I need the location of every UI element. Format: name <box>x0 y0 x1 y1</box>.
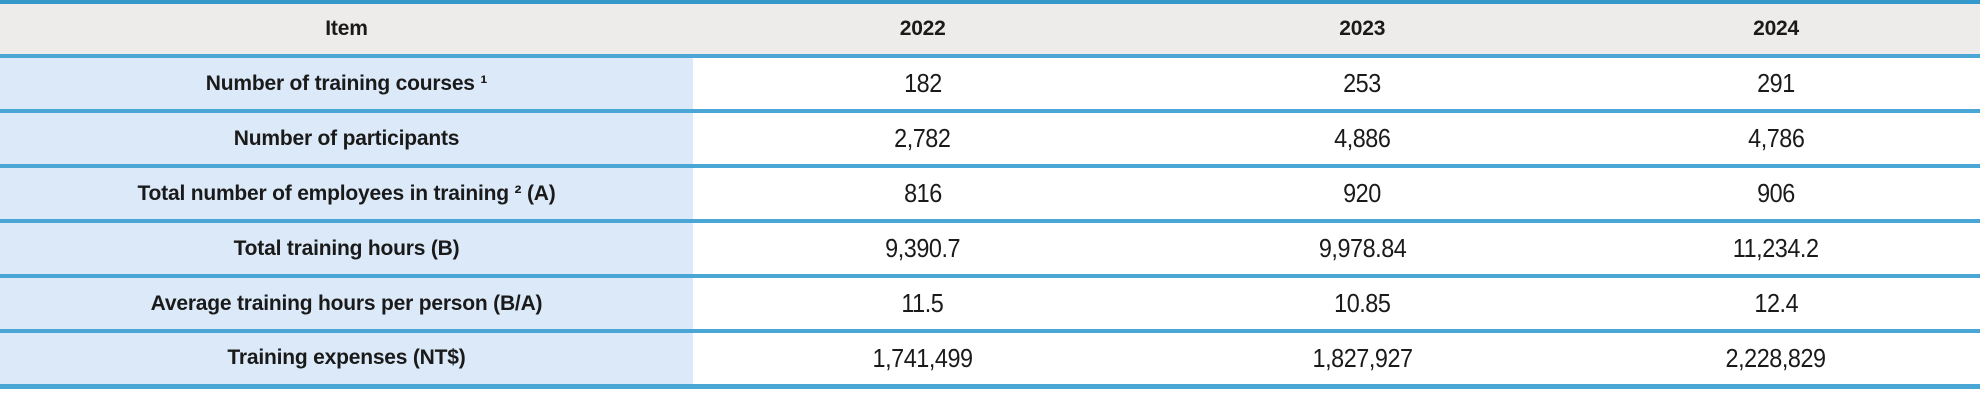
row-label: Number of participants <box>0 109 693 166</box>
cell-value: 12.4 <box>1754 288 1798 318</box>
table-row-training-expenses: Training expenses (NT$) 1,741,499 1,827,… <box>0 329 1980 386</box>
value-cell: 2,782 <box>693 109 1153 166</box>
cell-value: 1,827,927 <box>1312 342 1413 373</box>
cell-value: 11,234.2 <box>1733 233 1819 263</box>
cell-value: 4,886 <box>1334 123 1391 153</box>
value-cell: 4,886 <box>1152 109 1573 166</box>
column-header-2022: 2022 <box>693 0 1153 56</box>
value-cell: 9,390.7 <box>693 219 1153 276</box>
table-row-participants: Number of participants 2,782 4,886 4,786 <box>0 109 1980 166</box>
value-cell: 12.4 <box>1572 274 1980 331</box>
value-cell: 10.85 <box>1152 274 1573 331</box>
table-row-total-training-hours: Total training hours (B) 9,390.7 9,978.8… <box>0 219 1980 276</box>
row-label: Training expenses (NT$) <box>0 329 693 386</box>
value-cell: 182 <box>693 54 1153 111</box>
table-row-average-training-hours: Average training hours per person (B/A) … <box>0 274 1980 331</box>
value-cell: 253 <box>1152 54 1573 111</box>
value-cell: 1,741,499 <box>693 329 1153 386</box>
cell-value: 2,228,829 <box>1726 342 1827 373</box>
cell-value: 2,782 <box>894 123 952 153</box>
cell-value: 816 <box>903 178 942 208</box>
cell-value: 9,978.84 <box>1318 233 1406 263</box>
value-cell: 920 <box>1152 164 1573 221</box>
column-header-2023: 2023 <box>1152 0 1573 56</box>
header-row: Item 2022 2023 2024 <box>0 0 1980 56</box>
value-cell: 11,234.2 <box>1572 219 1980 276</box>
row-label: Total number of employees in training ² … <box>0 164 693 221</box>
value-cell: 816 <box>693 164 1153 221</box>
employee-training-statistics-table: Item 2022 2023 2024 Number of training c… <box>0 0 1980 389</box>
column-header-2024: 2024 <box>1572 0 1980 56</box>
cell-value: 4,786 <box>1747 123 1805 153</box>
cell-value: 291 <box>1757 68 1795 98</box>
cell-value: 906 <box>1757 178 1795 208</box>
value-cell: 11.5 <box>693 274 1153 331</box>
cell-value: 1,741,499 <box>872 342 974 373</box>
cell-value: 253 <box>1343 68 1382 98</box>
value-cell: 906 <box>1572 164 1980 221</box>
cell-value: 10.85 <box>1334 288 1391 318</box>
value-cell: 9,978.84 <box>1152 219 1573 276</box>
value-cell: 1,827,927 <box>1152 329 1573 386</box>
value-cell: 4,786 <box>1572 109 1980 166</box>
cell-value: 9,390.7 <box>885 233 961 263</box>
row-label: Number of training courses ¹ <box>0 54 693 111</box>
column-header-item: Item <box>0 0 693 56</box>
table-row-training-courses: Number of training courses ¹ 182 253 291 <box>0 54 1980 111</box>
cell-value: 182 <box>903 68 942 98</box>
cell-value: 920 <box>1343 178 1382 208</box>
cell-value: 11.5 <box>901 288 944 318</box>
table-row-employees-in-training: Total number of employees in training ² … <box>0 164 1980 221</box>
value-cell: 2,228,829 <box>1572 329 1980 386</box>
row-label: Total training hours (B) <box>0 219 693 276</box>
value-cell: 291 <box>1572 54 1980 111</box>
row-label: Average training hours per person (B/A) <box>0 274 693 331</box>
